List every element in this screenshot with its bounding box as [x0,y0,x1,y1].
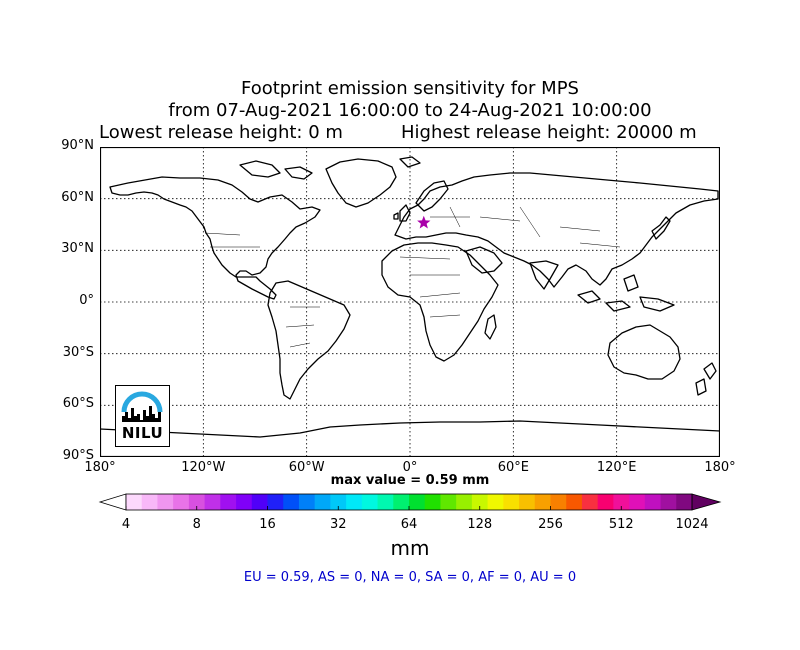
colorbar-segment [471,494,489,510]
colorbar-tick: 64 [400,517,418,532]
colorbar-tick: 128 [467,517,493,532]
colorbar-min-extension [98,493,127,511]
colorbar-segment [267,494,284,510]
colorbar-segment [361,494,378,510]
nilu-logo: NILU [115,385,170,447]
british-isles-coast [393,204,411,222]
colorbar-segment [204,494,221,510]
colorbar-segment [519,494,536,510]
colorbar-segment [613,494,630,510]
colorbar-segment [251,494,268,510]
nilu-logo-text: NILU [121,424,164,442]
title-line-1: Footprint emission sensitivity for MPS [241,78,579,99]
colorbar-segment [597,494,614,510]
colorbar-segment [409,494,426,510]
colorbar-segment [314,494,331,510]
colorbar-tick: 1024 [675,517,709,532]
longitude-tick: 60°W [288,460,325,475]
arabia-coast [465,246,503,274]
latitude-tick: 0° [79,293,94,308]
longitude-tick: 180° [704,460,736,475]
latitude-tick: 30°S [62,344,94,360]
latitude-tick: 90°N [61,138,94,153]
colorbar-tick: 256 [538,517,563,532]
map-frame [100,147,720,457]
australia-coast [607,324,681,380]
colorbar-segment [629,494,646,510]
longitude-tick: 120°E [596,460,637,475]
colorbar-segment [377,494,394,510]
title-line-2: from 07-Aug-2021 16:00:00 to 24-Aug-2021… [168,100,652,121]
region-stats-line: EU = 0.59, AS = 0, NA = 0, SA = 0, AF = … [243,570,577,585]
southeast-asia-islands [577,274,675,312]
colorbar-max-extension [691,493,722,511]
arctic-islands-coast [239,156,421,180]
africa-coast [381,242,499,362]
new-zealand-coast [695,362,717,396]
colorbar-segment [188,494,206,510]
scandinavia-coast [415,180,449,212]
colorbar-segment [581,494,599,510]
colorbar-tick: 512 [608,517,634,532]
latitude-tick: 60°N [61,189,94,205]
colorbar-tick: 16 [259,517,276,532]
madagascar-coast [484,314,497,340]
colorbar-segment [676,494,693,510]
colorbar-segment [503,494,520,510]
colorbar-segment [566,494,583,510]
south-america-coast [267,280,351,400]
colorbar-segment [550,494,567,510]
colorbar-segment [236,494,253,510]
country-borders [204,206,621,348]
longitude-tick: 0° [402,460,418,475]
longitude-tick: 180° [84,460,116,475]
colorbar-segment [173,494,190,510]
colorbar-segment [456,494,473,510]
colorbar-segment [220,494,237,510]
colorbar-segment [534,494,551,510]
release-site-star [417,215,431,229]
colorbar-tick: 8 [192,517,201,532]
release-site-star-icon [417,215,431,229]
colorbar-segment [487,494,504,510]
north-america-coast [109,176,321,300]
nilu-skyline-icon [121,391,163,422]
latitude-tick: 60°S [62,396,94,412]
antarctica-coast [100,420,720,438]
latitude-tick: 30°N [61,241,94,257]
max-value-label: max value = 0.59 mm [330,473,490,488]
longitude-tick: 60°E [497,460,529,475]
eurasia-coast [394,172,719,288]
longitude-tick: 120°W [181,460,226,475]
india-coast [529,260,559,290]
graticule [100,147,720,457]
colorbar-tick: 32 [329,517,347,532]
colorbar-segment [660,494,677,510]
colorbar-segment [346,494,363,510]
colorbar-unit-label: mm [390,536,430,560]
world-map [100,147,720,457]
colorbar-segment [440,494,457,510]
colorbar-segment [644,494,661,510]
colorbar-segment [141,494,158,510]
colorbar-segment [424,494,441,510]
colorbar-segment [330,494,347,510]
colorbar [98,493,722,511]
colorbar-segment [283,494,300,510]
colorbar-tick: 4 [121,517,131,532]
colorbar-segment [157,494,174,510]
lowest-release-label: Lowest release height: 0 m [99,122,343,143]
japan-coast [651,216,671,240]
colorbar-segment [126,494,143,510]
latitude-tick: 90°S [62,448,94,463]
colorbar-segment [393,494,410,510]
coastlines [100,156,720,438]
colorbar-segment [298,494,316,510]
highest-release-label: Highest release height: 20000 m [401,122,697,143]
greenland-coast [325,158,397,208]
